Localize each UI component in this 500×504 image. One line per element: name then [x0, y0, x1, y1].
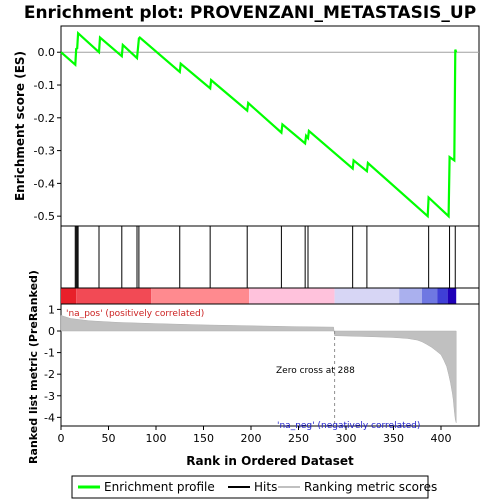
metric-panel-frame — [60, 303, 480, 427]
es-ytick-label: -0.5 — [34, 210, 55, 223]
metric-xtick-label: 350 — [383, 432, 404, 445]
enrichment-profile-line — [60, 30, 458, 219]
heat-bar-segment — [437, 288, 448, 304]
es-ytick-label: -0.4 — [34, 177, 55, 190]
heat-bar-panel — [60, 287, 480, 305]
chart-title: Enrichment plot: PROVENZANI_METASTASIS_U… — [24, 3, 476, 23]
es-ytick-label: -0.2 — [34, 112, 55, 125]
heat-bar-segment — [399, 288, 422, 304]
metric-xticks: 0 50 100 150 200 250 300 350 400 — [58, 426, 452, 445]
legend-label-hits: Hits — [254, 480, 277, 494]
es-ylabel: Enrichment score (ES) — [13, 51, 27, 201]
metric-ytick-label: 0 — [48, 325, 55, 338]
metric-ytick-label: -4 — [44, 411, 55, 424]
hits-panel-frame — [60, 225, 480, 289]
heat-bar-segment — [151, 288, 250, 304]
es-ytick-label: -0.1 — [34, 79, 55, 92]
metric-ytick-label: -3 — [44, 390, 55, 403]
es-ytick-label: 0.0 — [38, 46, 56, 59]
heat-bar — [61, 288, 457, 304]
metric-ytick-label: -1 — [44, 347, 55, 360]
metric-xtick-label: 100 — [146, 432, 167, 445]
legend-label-enrichment: Enrichment profile — [104, 480, 215, 494]
na-neg-annotation: 'na_neg' (negatively correlated) — [277, 421, 420, 431]
metric-xtick-label: 250 — [288, 432, 309, 445]
metric-yticks: 1 0 -1 -2 -3 -4 — [44, 303, 61, 424]
es-panel-frame — [60, 25, 480, 227]
metric-ylabel: Ranked list metric (PreRanked) — [27, 270, 40, 464]
metric-panel: 1 0 -1 -2 -3 -4 0 50 100 150 200 250 300 350 400 'na_… — [27, 270, 480, 468]
es-ytick-label: -0.3 — [34, 145, 55, 158]
metric-xtick-label: 400 — [431, 432, 452, 445]
heat-bar-segment — [422, 288, 438, 304]
ranking-metric-area — [60, 315, 457, 423]
heat-bar-segment — [61, 288, 77, 304]
na-pos-annotation: 'na_pos' (positively correlated) — [66, 309, 204, 319]
metric-xtick-label: 200 — [241, 432, 262, 445]
metric-xtick-label: 300 — [336, 432, 357, 445]
legend-label-metric: Ranking metric scores — [304, 480, 437, 494]
metric-xtick-label: 50 — [102, 432, 116, 445]
metric-ytick-label: -2 — [44, 368, 55, 381]
es-yticks: 0.0 -0.1 -0.2 -0.3 -0.4 -0.5 — [34, 46, 61, 223]
legend: Enrichment profile Hits Ranking metric s… — [71, 475, 437, 499]
hit-markers — [74, 226, 456, 288]
metric-ytick-label: 1 — [48, 303, 55, 316]
metric-xlabel: Rank in Ordered Dataset — [186, 454, 354, 468]
zero-cross-annotation: Zero cross at 288 — [276, 366, 355, 376]
metric-xtick-label: 150 — [193, 432, 214, 445]
heat-bar-segment — [76, 288, 152, 304]
heat-bar-segment — [334, 288, 400, 304]
metric-xtick-label: 0 — [58, 432, 65, 445]
heat-bar-segment — [447, 288, 457, 304]
es-panel: 0.0 -0.1 -0.2 -0.3 -0.4 -0.5 Enrichment score… — [13, 25, 480, 227]
heat-bar-segment — [249, 288, 335, 304]
hits-panel — [60, 225, 480, 289]
